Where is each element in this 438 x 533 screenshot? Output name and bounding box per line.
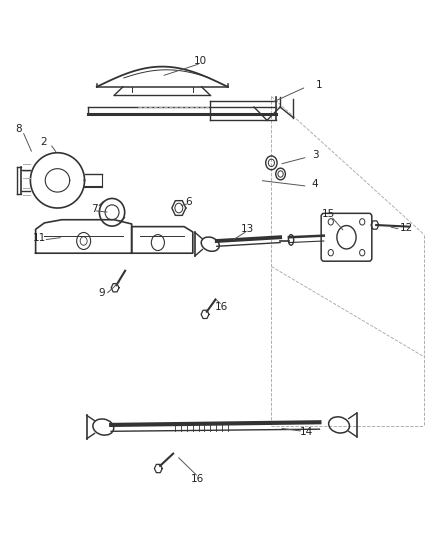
Text: 14: 14 <box>300 427 313 438</box>
Text: 10: 10 <box>194 56 207 66</box>
Text: 8: 8 <box>16 124 22 134</box>
Text: 4: 4 <box>312 179 318 189</box>
Text: 16: 16 <box>215 302 228 312</box>
Text: 12: 12 <box>400 223 413 233</box>
Text: 1: 1 <box>316 80 323 90</box>
Text: 15: 15 <box>321 209 335 220</box>
Text: 16: 16 <box>191 474 204 484</box>
Text: 3: 3 <box>312 150 318 160</box>
Text: 2: 2 <box>40 136 47 147</box>
Text: 13: 13 <box>241 224 254 235</box>
Text: 6: 6 <box>185 197 192 207</box>
Text: 11: 11 <box>32 233 46 244</box>
Text: 7: 7 <box>91 204 98 214</box>
Text: 9: 9 <box>99 288 105 298</box>
